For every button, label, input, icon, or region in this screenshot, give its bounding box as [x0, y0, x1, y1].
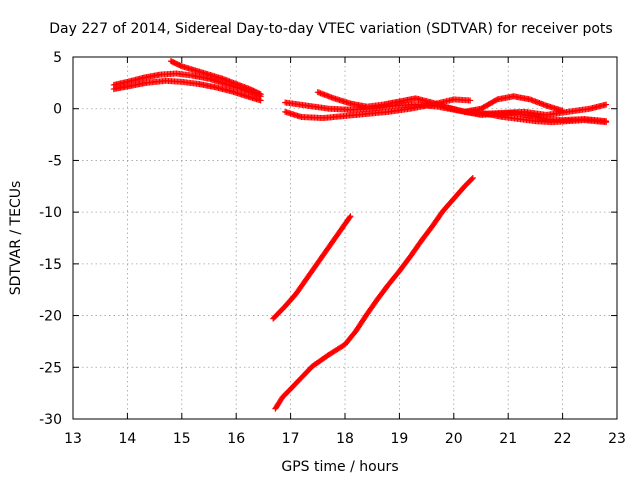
- plot-frame: [72, 56, 618, 420]
- x-axis-label: GPS time / hours: [281, 459, 398, 475]
- y-tick-label: -25: [39, 360, 62, 376]
- y-tick-label: -15: [39, 257, 62, 273]
- data-point: [257, 91, 264, 98]
- y-tick-label: -30: [39, 412, 62, 428]
- series-arc-a3: [167, 58, 264, 98]
- series-ramp-2: [272, 175, 476, 412]
- grid: [73, 57, 617, 419]
- series-arc-b4: [445, 93, 566, 115]
- data-point: [346, 214, 353, 221]
- data-point: [559, 107, 566, 114]
- x-tick-label: 23: [608, 431, 626, 447]
- x-tick-label: 21: [499, 431, 517, 447]
- axes: 13 14 15 16 17 18 19 20 21 22 23 5 0 -5 -10 -15 -20 -25 -3…: [39, 50, 626, 447]
- series-ramp-1: [270, 213, 354, 322]
- data-point: [257, 97, 264, 104]
- y-tick-label: -5: [48, 153, 62, 169]
- x-tick-label: 14: [118, 431, 136, 447]
- data-series: [110, 58, 610, 412]
- series-arc-a2: [110, 77, 264, 104]
- x-tick-label: 17: [282, 431, 300, 447]
- x-tick-label: 22: [554, 431, 572, 447]
- x-tick-label: 15: [173, 431, 191, 447]
- chart-title: Day 227 of 2014, Sidereal Day-to-day VTE…: [49, 21, 612, 37]
- y-tick-label: 5: [53, 50, 62, 66]
- data-point: [468, 176, 475, 183]
- data-point: [467, 97, 474, 104]
- x-tick-label: 16: [227, 431, 245, 447]
- series-arc-b2: [282, 96, 474, 122]
- y-tick-label: -20: [39, 309, 62, 325]
- x-tick-label: 13: [64, 431, 82, 447]
- data-point: [603, 119, 610, 126]
- y-axis-label: SDTVAR / TECUs: [8, 181, 24, 296]
- series-arc-b5: [467, 107, 610, 126]
- data-point: [603, 101, 610, 108]
- y-tick-label: 0: [53, 102, 62, 118]
- x-tick-label: 18: [336, 431, 354, 447]
- data-point: [469, 175, 476, 182]
- y-tick-label: -10: [39, 205, 62, 221]
- data-point: [493, 97, 500, 104]
- x-tick-label: 19: [390, 431, 408, 447]
- data-point: [347, 213, 354, 220]
- x-tick-label: 20: [445, 431, 463, 447]
